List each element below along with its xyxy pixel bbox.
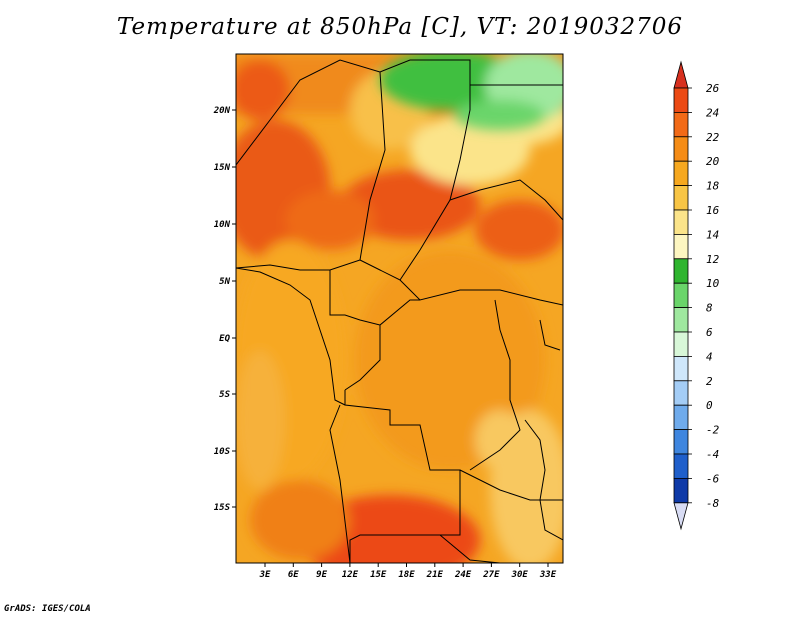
colorbar-segment: [673, 453, 689, 479]
colorbar-segment: [673, 404, 689, 431]
longitude-axis: 3E 6E 9E 12E 15E 18E 21E 24E 27E 30E 33E: [259, 563, 557, 580]
grads-credit: GrADS: IGES/COLA: [4, 604, 91, 614]
colorbar-segment: [673, 233, 689, 260]
colorbar-label: 6: [706, 326, 713, 339]
lon-tick-label: 3E: [259, 570, 271, 580]
lat-tick-label: 20N: [213, 106, 231, 116]
colorbar-label: 16: [706, 204, 720, 217]
lon-tick-label: 27E: [482, 570, 500, 580]
lon-tick-label: 21E: [426, 570, 444, 580]
lat-tick-label: 15N: [214, 163, 231, 173]
lon-tick-label: 24E: [454, 570, 472, 580]
colorbar-segment: [673, 112, 689, 138]
lat-tick-label: 10N: [214, 220, 231, 230]
colorbar-segment: [673, 355, 689, 382]
colorbar-segment: [673, 136, 689, 162]
map-title: Temperature at 850hPa [C], VT: 201903270…: [116, 14, 684, 40]
colorbar-segment: [673, 429, 689, 455]
lon-tick-label: 15E: [370, 570, 387, 580]
colorbar-segment: [673, 87, 689, 113]
colorbar-segment: [673, 258, 689, 284]
colorbar-label: 10: [706, 277, 720, 290]
colorbar-label: 22: [706, 131, 720, 144]
colorbar-label: 8: [706, 302, 713, 315]
latitude-axis: 20N 15N 10N 5N EQ 5S 10S 15S: [213, 106, 236, 513]
colorbar-label: -8: [706, 497, 720, 510]
lon-tick-label: 18E: [398, 570, 415, 580]
colorbar-label: 4: [706, 350, 713, 363]
lat-tick-label: 5N: [219, 277, 230, 287]
lon-tick-label: 30E: [511, 570, 529, 580]
colorbar-segment: [673, 477, 689, 504]
lat-tick-label: 5S: [219, 390, 230, 400]
colorbar-segment: [673, 331, 689, 357]
lon-tick-label: 6E: [288, 570, 299, 580]
country-borders: [236, 59, 563, 563]
colorbar-label: 12: [706, 253, 720, 266]
colorbar-label: 26: [706, 82, 720, 95]
colorbar-label: 14: [706, 228, 719, 241]
colorbar-label: -2: [706, 424, 720, 437]
lat-tick-label: EQ: [219, 334, 230, 344]
lat-tick-label: 10S: [214, 447, 231, 457]
colorbar-segment: [673, 307, 689, 333]
colorbar-top-arrow: [673, 60, 689, 89]
colorbar-label: 24: [706, 106, 719, 119]
colorbar-segment: [673, 209, 689, 235]
colorbar-segment: [673, 185, 689, 211]
colorbar-segment: [673, 282, 689, 309]
colorbar-segment: [673, 380, 689, 406]
colorbar-label: -6: [706, 472, 720, 485]
colorbar-label: 20: [706, 155, 720, 168]
lon-tick-label: 12E: [342, 570, 359, 580]
temperature-field: [236, 54, 563, 563]
map-frame: [235, 53, 564, 564]
lat-tick-label: 15S: [214, 503, 231, 513]
colorbar-label: 18: [706, 180, 720, 193]
colorbar-segment: [673, 160, 689, 186]
colorbar-label: 0: [706, 399, 713, 412]
colorbar-bottom-arrow: [673, 502, 689, 531]
lon-tick-label: 9E: [316, 570, 327, 580]
colorbar-label: -4: [706, 448, 719, 461]
colorbar-label: 2: [706, 375, 713, 388]
lon-tick-label: 33E: [539, 570, 557, 580]
